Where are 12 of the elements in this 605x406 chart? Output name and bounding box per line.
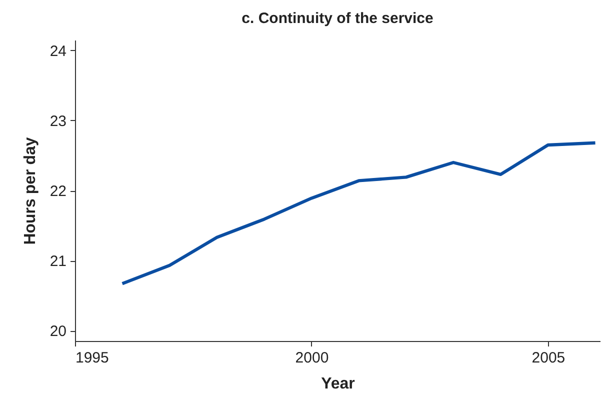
x-axis-title: Year: [321, 376, 355, 392]
y-tick-label: 23: [50, 113, 66, 130]
line-series: [120, 141, 597, 286]
y-tick-label: 21: [50, 253, 66, 270]
chart-title: c. Continuity of the service: [242, 10, 434, 27]
y-axis-title: Hours per day: [22, 137, 39, 245]
y-tick-label: 24: [50, 43, 66, 60]
x-tick-label: 2005: [532, 350, 566, 366]
x-tick-label: 1995: [76, 350, 109, 366]
y-tick-label: 22: [50, 183, 66, 200]
x-tick-label: 2000: [295, 350, 329, 366]
y-tick-label: 20: [50, 323, 66, 340]
